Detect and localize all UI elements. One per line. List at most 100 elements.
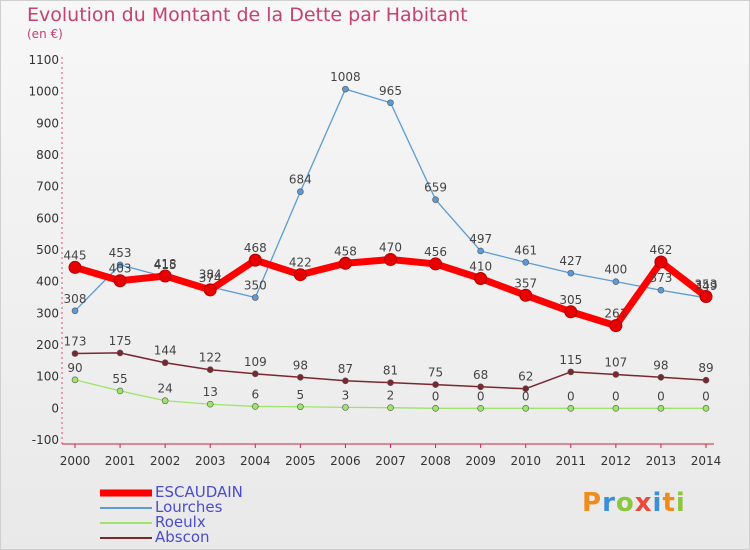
legend-label-roeulx: Roeulx: [155, 513, 206, 531]
data-point-roeulx: [612, 405, 620, 412]
data-point-abscon: [612, 371, 620, 378]
data-point-roeulx: [387, 404, 394, 412]
data-point-escaudain: [158, 269, 172, 283]
y-tick-label: 100: [36, 370, 59, 384]
chart-subtitle: (en €): [27, 27, 63, 41]
data-label-roeulx: 90: [67, 361, 82, 375]
data-point-lourches: [657, 286, 665, 294]
data-label-escaudain: 458: [334, 244, 357, 258]
data-label-roeulx: 2: [387, 389, 395, 403]
x-tick-label: 2008: [420, 454, 451, 468]
data-point-escaudain: [519, 288, 533, 302]
data-point-roeulx: [206, 400, 214, 408]
data-point-abscon: [432, 381, 439, 388]
data-point-escaudain: [248, 253, 262, 267]
data-point-escaudain: [293, 268, 307, 282]
data-point-roeulx: [342, 404, 349, 411]
data-point-lourches: [477, 247, 484, 255]
data-point-roeulx: [251, 403, 259, 410]
y-tick-label: 1000: [28, 85, 59, 99]
data-label-escaudain: 261: [604, 307, 627, 321]
data-label-lourches: 349: [695, 279, 718, 293]
data-point-lourches: [612, 278, 620, 285]
data-label-roeulx: 13: [203, 385, 218, 399]
x-tick-label: 2007: [375, 454, 406, 468]
data-label-escaudain: 418: [154, 257, 177, 271]
data-point-abscon: [342, 377, 349, 385]
data-point-abscon: [251, 370, 259, 378]
data-label-lourches: 308: [64, 292, 87, 306]
data-point-escaudain: [203, 283, 217, 297]
data-point-abscon: [71, 350, 79, 357]
data-point-lourches: [522, 259, 530, 266]
data-point-escaudain: [338, 256, 352, 270]
y-tick-label: 200: [36, 338, 59, 352]
data-label-abscon: 81: [383, 364, 398, 378]
data-label-escaudain: 470: [379, 241, 402, 255]
data-label-roeulx: 3: [342, 388, 350, 402]
data-point-abscon: [477, 383, 484, 391]
data-point-roeulx: [297, 403, 304, 411]
data-label-escaudain: 410: [469, 260, 492, 274]
data-label-escaudain: 445: [64, 248, 87, 262]
data-label-lourches: 684: [289, 173, 312, 187]
data-point-abscon: [206, 366, 214, 374]
data-labels: 90 55 24 13 6 5 3 2 0 0 0 0 0 0 0 173 175 144 122 109 98 87 81…: [64, 70, 718, 403]
x-tick-label: 2000: [60, 454, 91, 468]
y-tick-label: 0: [51, 401, 59, 415]
data-label-escaudain: 403: [109, 262, 132, 276]
data-label-lourches: 1008: [330, 70, 361, 84]
data-label-lourches: 384: [199, 268, 222, 282]
data-label-abscon: 62: [518, 370, 533, 384]
data-point-lourches: [71, 307, 79, 315]
data-label-roeulx: 24: [158, 382, 173, 396]
y-tick-label: -100: [32, 433, 59, 447]
data-point-roeulx: [522, 405, 530, 412]
x-tick-label: 2002: [150, 454, 181, 468]
data-label-lourches: 427: [559, 254, 582, 268]
data-label-escaudain: 456: [424, 245, 447, 259]
data-label-roeulx: 6: [251, 387, 259, 401]
x-tick-label: 2005: [285, 454, 316, 468]
data-point-lourches: [116, 261, 124, 269]
data-point-abscon: [116, 349, 124, 357]
data-label-escaudain: 357: [514, 276, 537, 290]
y-tick-label: 600: [36, 211, 59, 225]
data-point-escaudain: [68, 260, 82, 274]
data-label-abscon: 98: [293, 358, 308, 372]
data-label-lourches: 659: [424, 181, 447, 195]
data-point-abscon: [657, 373, 665, 381]
legend-label-escaudain: ESCAUDAIN: [155, 483, 243, 501]
data-label-abscon: 175: [109, 334, 132, 348]
x-tick-label: 2010: [510, 454, 541, 468]
data-label-abscon: 122: [199, 351, 222, 365]
data-point-escaudain: [113, 274, 127, 288]
data-label-roeulx: 0: [657, 389, 665, 403]
x-tick-label: 2009: [465, 454, 496, 468]
data-point-lourches: [251, 294, 259, 301]
data-label-lourches: 965: [379, 84, 402, 98]
y-tick-label: 900: [36, 116, 59, 130]
series-layer: [68, 85, 713, 412]
data-label-roeulx: 0: [522, 389, 530, 403]
data-label-roeulx: 5: [297, 388, 305, 402]
data-label-abscon: 87: [338, 362, 353, 376]
data-point-roeulx: [432, 405, 439, 412]
data-label-lourches: 373: [649, 271, 672, 285]
x-tick-label: 2011: [556, 454, 587, 468]
legend-label-abscon: Abscon: [155, 528, 210, 546]
data-label-roeulx: 0: [432, 389, 440, 403]
data-label-lourches: 415: [154, 258, 177, 272]
data-point-abscon: [161, 359, 169, 367]
data-point-escaudain: [429, 257, 443, 271]
data-label-abscon: 144: [154, 344, 177, 358]
data-label-abscon: 173: [64, 335, 87, 349]
x-tick-label: 2001: [105, 454, 136, 468]
data-point-abscon: [702, 376, 710, 384]
data-label-escaudain: 468: [244, 241, 267, 255]
data-point-lourches: [297, 188, 304, 196]
x-tick-label: 2012: [601, 454, 632, 468]
data-point-roeulx: [567, 405, 575, 412]
data-point-lourches: [342, 85, 349, 93]
data-point-abscon: [567, 368, 575, 376]
